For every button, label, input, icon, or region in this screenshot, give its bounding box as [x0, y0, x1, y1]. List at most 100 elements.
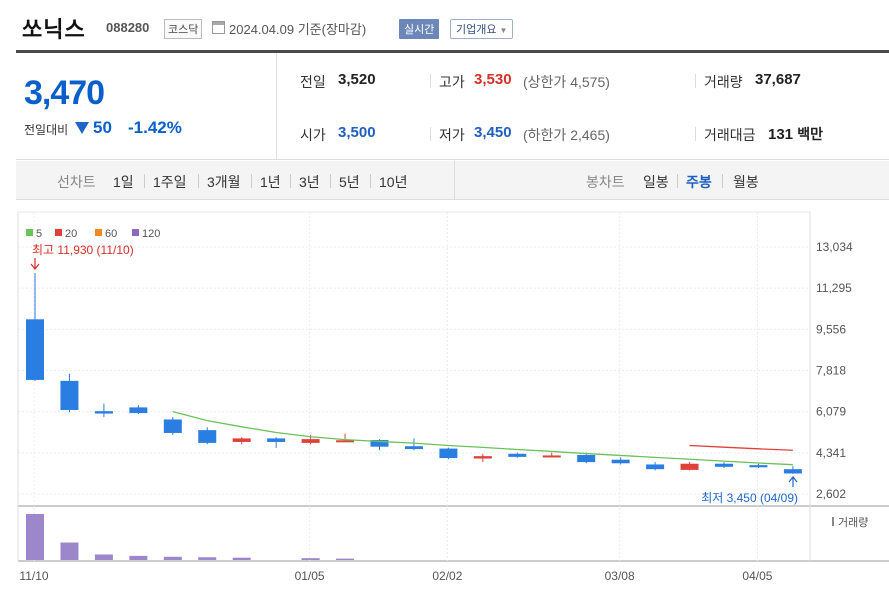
chevron-down-icon: ▼: [499, 26, 508, 35]
divider: [370, 174, 371, 188]
stock-code: 088280: [106, 20, 150, 35]
y-tick-label: 6,079: [816, 405, 846, 419]
price-panel: [16, 53, 277, 159]
candle-body: [783, 469, 802, 474]
divider: [251, 174, 252, 188]
tab-1y[interactable]: 1년: [260, 174, 281, 190]
legend-label: 120: [142, 228, 160, 240]
down-triangle-icon: [75, 122, 89, 134]
legend-label: 5: [36, 228, 42, 240]
line-chart-label: 선차트: [57, 174, 96, 190]
candle-body: [439, 448, 458, 459]
price-change-pct: -1.42%: [128, 118, 182, 137]
tab-5y[interactable]: 5년: [339, 174, 360, 190]
x-tick-label: 11/10: [19, 569, 48, 583]
candle-body: [60, 380, 79, 410]
divider: [330, 174, 331, 188]
candle-chart-label: 봉차트: [586, 174, 625, 190]
y-tick-label: 9,556: [816, 322, 846, 336]
current-price: 3,470: [24, 74, 105, 112]
candle-body: [508, 453, 527, 457]
candle-body: [336, 440, 355, 443]
prev-close-value: 3,520: [338, 71, 376, 88]
arrow-down-icon: [30, 258, 40, 270]
stock-name: 쏘닉스: [22, 17, 86, 42]
candle-body: [577, 454, 596, 463]
company-overview-dropdown[interactable]: 기업개요 ▼: [450, 19, 514, 39]
legend-swatch: [95, 229, 102, 236]
trade-value: 131 백만: [768, 126, 823, 143]
candle-body: [715, 463, 733, 467]
volume-label-marker: [832, 517, 834, 526]
arrow-up-icon: [788, 476, 798, 487]
candle-body: [749, 465, 768, 468]
y-tick-label: 7,818: [816, 364, 846, 378]
candle-body: [129, 407, 148, 414]
candle-body: [473, 456, 492, 459]
divider: [695, 127, 696, 141]
tab-daily[interactable]: 일봉: [643, 174, 669, 190]
candle-body: [370, 440, 389, 447]
candle-body: [680, 463, 699, 470]
tab-10y[interactable]: 10년: [379, 174, 408, 190]
volume-bar: [301, 558, 320, 560]
divider: [695, 74, 696, 88]
realtime-button[interactable]: 실시간: [399, 19, 440, 39]
tab-3y[interactable]: 3년: [299, 174, 320, 190]
open-label: 시가: [300, 127, 326, 143]
y-tick-label: 11,295: [816, 281, 852, 295]
divider: [722, 174, 723, 188]
x-tick-label: 04/05: [742, 569, 772, 583]
low-value: 3,450: [474, 124, 512, 141]
volume-bar: [26, 514, 44, 560]
market-badge: 코스닥: [164, 19, 203, 39]
legend-swatch: [26, 229, 33, 236]
divider: [454, 161, 455, 199]
tab-1d[interactable]: 1일: [113, 174, 134, 190]
prev-close-label: 전일: [300, 74, 326, 90]
compare-label: 전일대비: [24, 123, 69, 137]
candle-body: [611, 459, 630, 464]
candle-body: [94, 411, 113, 414]
volume-bar: [232, 557, 251, 560]
divider: [430, 127, 431, 141]
divider: [144, 174, 145, 188]
legend-swatch: [55, 229, 62, 236]
x-tick-label: 01/05: [295, 569, 325, 583]
tab-3m[interactable]: 3개월: [207, 174, 241, 190]
price-change: 50: [93, 118, 112, 137]
tab-1w[interactable]: 1주일: [153, 174, 187, 190]
volume-bar: [336, 558, 355, 560]
calendar-icon: [212, 21, 225, 34]
open-value: 3,500: [338, 124, 376, 141]
legend-swatch: [132, 229, 139, 236]
ma20-line: [689, 444, 793, 451]
volume-label: 거래량: [704, 74, 743, 90]
high-value: 3,530: [474, 71, 512, 88]
volume-label: 거래량: [838, 516, 868, 529]
volume-bar: [60, 542, 79, 560]
trade-value-label: 거래대금: [704, 127, 756, 143]
y-tick-label: 4,341: [816, 446, 846, 460]
divider: [677, 174, 678, 188]
x-tick-label: 02/02: [432, 569, 462, 583]
divider: [290, 174, 291, 188]
ma5-line: [172, 411, 793, 466]
tab-monthly[interactable]: 월봉: [733, 174, 759, 190]
low-annotation: 최저 3,450 (04/09): [701, 491, 798, 505]
summary-bottom-border: [16, 159, 889, 160]
candle-body: [301, 439, 320, 443]
high-label: 고가: [439, 74, 465, 90]
legend-label: 60: [105, 228, 117, 240]
low-label: 저가: [439, 127, 465, 143]
period-toolbar: [16, 161, 889, 200]
volume-bar: [198, 557, 217, 560]
x-tick-label: 03/08: [605, 569, 635, 583]
stock-header: 쏘닉스 088280 코스닥 2024.04.09 기준(장마감) 실시간 기업…: [0, 0, 889, 44]
y-tick-label: 2,602: [816, 487, 846, 501]
upper-limit: (상한가 4,575): [523, 74, 610, 90]
candle-body: [404, 446, 423, 450]
volume-bar: [163, 556, 182, 560]
tab-weekly[interactable]: 주봉: [686, 174, 712, 190]
